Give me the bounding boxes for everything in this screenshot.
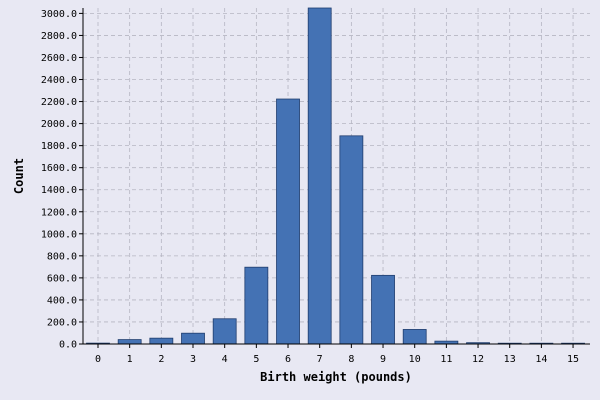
x-tick-label: 7 [317, 354, 323, 365]
bar-2 [149, 337, 174, 345]
bar-6 [276, 98, 300, 345]
x-tick-label: 5 [253, 354, 259, 365]
x-tick-label: 1 [127, 354, 133, 365]
axes [82, 8, 590, 345]
x-ticks: 0 1 2 3 4 5 6 7 8 9 10 11 12 13 14 15 [95, 344, 579, 365]
y-tick-label: 800.0 [47, 251, 77, 262]
x-tick-label: 4 [222, 354, 228, 365]
y-tick-label: 1000.0 [41, 229, 77, 240]
x-tick-label: 3 [190, 354, 196, 365]
y-tick-label: 2400.0 [41, 75, 77, 86]
bar-10 [402, 329, 427, 345]
x-tick-label: 15 [567, 354, 579, 365]
y-tick-label: 200.0 [47, 317, 77, 328]
y-ticks: 0.0 200.0 400.0 600.0 800.0 1000.0 1200.0 1400.… [41, 9, 83, 351]
y-tick-label: 2600.0 [41, 53, 77, 64]
x-tick-label: 13 [504, 354, 516, 365]
x-axis-label: Birth weight (pounds) [260, 370, 412, 384]
y-tick-label: 1200.0 [41, 207, 77, 218]
y-tick-label: 600.0 [47, 273, 77, 284]
bars [86, 7, 585, 345]
x-tick-label: 12 [472, 354, 484, 365]
x-tick-label: 9 [380, 354, 386, 365]
x-tick-label: 11 [440, 354, 452, 365]
bar-7 [307, 7, 332, 345]
y-tick-label: 400.0 [47, 295, 77, 306]
y-tick-label: 2800.0 [41, 31, 77, 42]
x-tick-label: 2 [158, 354, 164, 365]
bar-5 [244, 266, 269, 345]
bar-1 [117, 339, 142, 345]
x-tick-label: 14 [535, 354, 547, 365]
y-tick-label: 3000.0 [41, 9, 77, 20]
x-tick-label: 10 [409, 354, 421, 365]
y-tick-label: 2000.0 [41, 119, 77, 130]
y-tick-label: 2200.0 [41, 97, 77, 108]
bar-4 [212, 318, 237, 345]
x-tick-label: 6 [285, 354, 291, 365]
bar-9 [371, 274, 395, 345]
bar-8 [339, 135, 364, 345]
x-tick-label: 0 [95, 354, 101, 365]
y-tick-label: 1800.0 [41, 141, 77, 152]
y-tick-label: 1600.0 [41, 163, 77, 174]
y-tick-label: 0.0 [59, 340, 77, 351]
grid [83, 8, 590, 344]
y-axis-label: Count [12, 158, 26, 194]
x-tick-label: 8 [348, 354, 354, 365]
bar-3 [181, 332, 205, 345]
y-tick-label: 1400.0 [41, 185, 77, 196]
